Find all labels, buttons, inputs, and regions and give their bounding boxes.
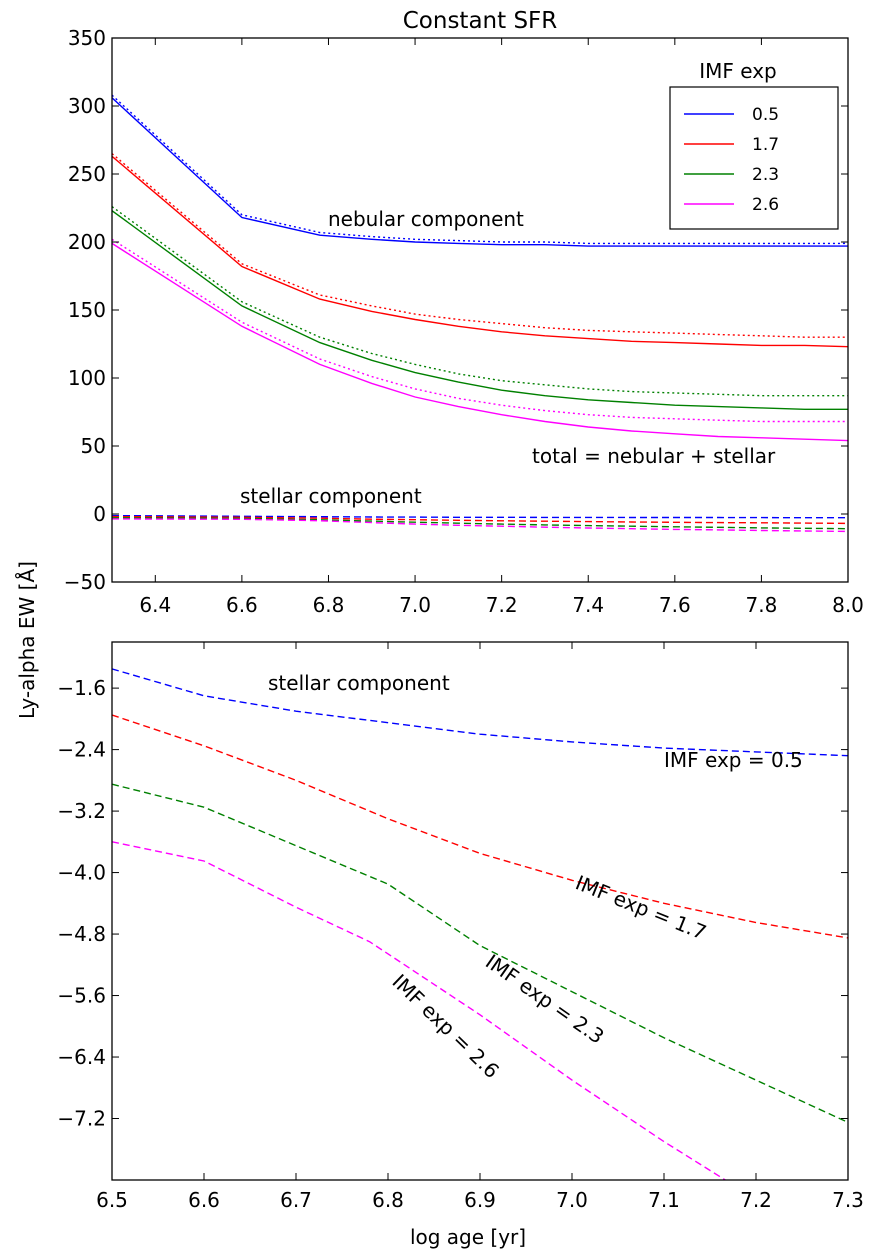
top-panel: 6.4 6.6 6.8 7.0 7.2 7.4 7.6 7.8 8.0 −50 0 50 100 150 2… <box>64 26 864 617</box>
top-y-tick-label: 50 <box>81 434 106 458</box>
total-component-label: total = nebular + stellar <box>532 444 776 468</box>
bottom-y-tick-label: −6.4 <box>57 1045 106 1069</box>
top-x-tick-label: 8.0 <box>832 593 864 617</box>
top-series-1-7-total <box>112 155 848 348</box>
top-x-tick-label: 7.6 <box>659 593 691 617</box>
imf-1-7-label: IMF exp = 1.7 <box>572 870 710 944</box>
bottom-series-2-6-stellar <box>112 841 727 1180</box>
top-x-tick-label: 7.8 <box>746 593 778 617</box>
top-x-tick-label: 6.8 <box>313 593 345 617</box>
bottom-y-tick-label: −4.0 <box>57 861 106 885</box>
figure-title: Constant SFR <box>403 8 558 34</box>
bottom-lines <box>112 668 848 1180</box>
top-x-tick-label: 7.4 <box>572 593 604 617</box>
bottom-x-tick-label: 6.6 <box>188 1188 220 1212</box>
top-ticks: 6.4 6.6 6.8 7.0 7.2 7.4 7.6 7.8 8.0 −50 0 50 100 150 2… <box>64 26 864 617</box>
legend-label-2-3: 2.3 <box>752 165 779 185</box>
top-series-0-5-nebular <box>112 94 848 245</box>
top-y-tick-label: −50 <box>64 570 106 594</box>
top-series-2-3-total <box>112 210 848 410</box>
bottom-y-tick-label: −7.2 <box>57 1107 106 1131</box>
top-series-1-7-stellar <box>112 515 848 525</box>
bottom-series-0-5-stellar <box>112 668 848 757</box>
top-panel-frame <box>111 37 849 583</box>
top-series-2-6-stellar <box>112 518 848 533</box>
bottom-x-tick-label: 7.1 <box>648 1188 680 1212</box>
top-series-2-3-nebular <box>112 206 848 397</box>
bottom-x-tick-label: 6.9 <box>464 1188 496 1212</box>
legend: IMF exp 0.5 1.7 2.3 2.6 <box>669 59 839 230</box>
y-axis-label: Ly-alpha EW [Å] <box>15 561 39 719</box>
top-series-2-3-stellar <box>112 517 848 530</box>
legend-title: IMF exp <box>699 59 777 83</box>
bottom-y-tick-label: −3.2 <box>57 799 106 823</box>
bottom-panel: 6.5 6.6 6.7 6.8 6.9 7.0 7.1 7.2 7.3 −1.6 −2.4 −3.2 −… <box>57 641 864 1212</box>
imf-2-6-label: IMF exp = 2.6 <box>388 969 505 1083</box>
bottom-y-tick-label: −5.6 <box>57 984 106 1008</box>
top-series-0-5-stellar <box>112 514 848 519</box>
bottom-x-tick-label: 6.5 <box>96 1188 128 1212</box>
top-y-tick-label: 0 <box>93 502 106 526</box>
top-series-2-6-total <box>112 242 848 442</box>
top-y-tick-label: 150 <box>68 298 106 322</box>
legend-label-0-5: 0.5 <box>752 105 779 125</box>
bottom-x-tick-label: 7.3 <box>832 1188 864 1212</box>
top-series-1-7-nebular <box>112 153 848 338</box>
bottom-y-tick-label: −1.6 <box>57 676 106 700</box>
top-series-2-6-nebular <box>112 238 848 423</box>
bottom-stellar-component-label: stellar component <box>268 671 450 695</box>
top-x-tick-label: 7.0 <box>399 593 431 617</box>
x-axis-label: log age [yr] <box>410 1225 526 1249</box>
top-x-tick-label: 6.6 <box>226 593 258 617</box>
imf-2-3-label: IMF exp = 2.3 <box>481 949 608 1048</box>
top-stellar-component-label: stellar component <box>240 484 422 508</box>
legend-label-2-6: 2.6 <box>752 195 779 215</box>
top-y-tick-label: 300 <box>68 94 106 118</box>
top-series-0-5-total <box>112 97 848 247</box>
nebular-component-label: nebular component <box>328 207 524 231</box>
top-y-tick-label: 100 <box>68 366 106 390</box>
top-x-tick-label: 6.4 <box>139 593 171 617</box>
imf-0-5-label: IMF exp = 0.5 <box>664 748 803 772</box>
bottom-panel-frame <box>111 641 849 1181</box>
bottom-x-tick-label: 7.0 <box>556 1188 588 1212</box>
bottom-y-tick-label: −2.4 <box>57 738 106 762</box>
legend-box <box>669 86 839 230</box>
top-y-tick-label: 200 <box>68 230 106 254</box>
top-x-tick-label: 7.2 <box>486 593 518 617</box>
bottom-x-tick-label: 6.8 <box>372 1188 404 1212</box>
top-y-tick-label: 250 <box>68 162 106 186</box>
bottom-x-tick-label: 7.2 <box>740 1188 772 1212</box>
legend-label-1-7: 1.7 <box>752 135 779 155</box>
bottom-x-tick-label: 6.7 <box>280 1188 312 1212</box>
bottom-y-tick-label: −4.8 <box>57 922 106 946</box>
bottom-ticks: 6.5 6.6 6.7 6.8 6.9 7.0 7.1 7.2 7.3 −1.6 −2.4 −3.2 −… <box>57 642 864 1212</box>
top-y-tick-label: 350 <box>68 26 106 50</box>
top-lines <box>112 94 848 533</box>
